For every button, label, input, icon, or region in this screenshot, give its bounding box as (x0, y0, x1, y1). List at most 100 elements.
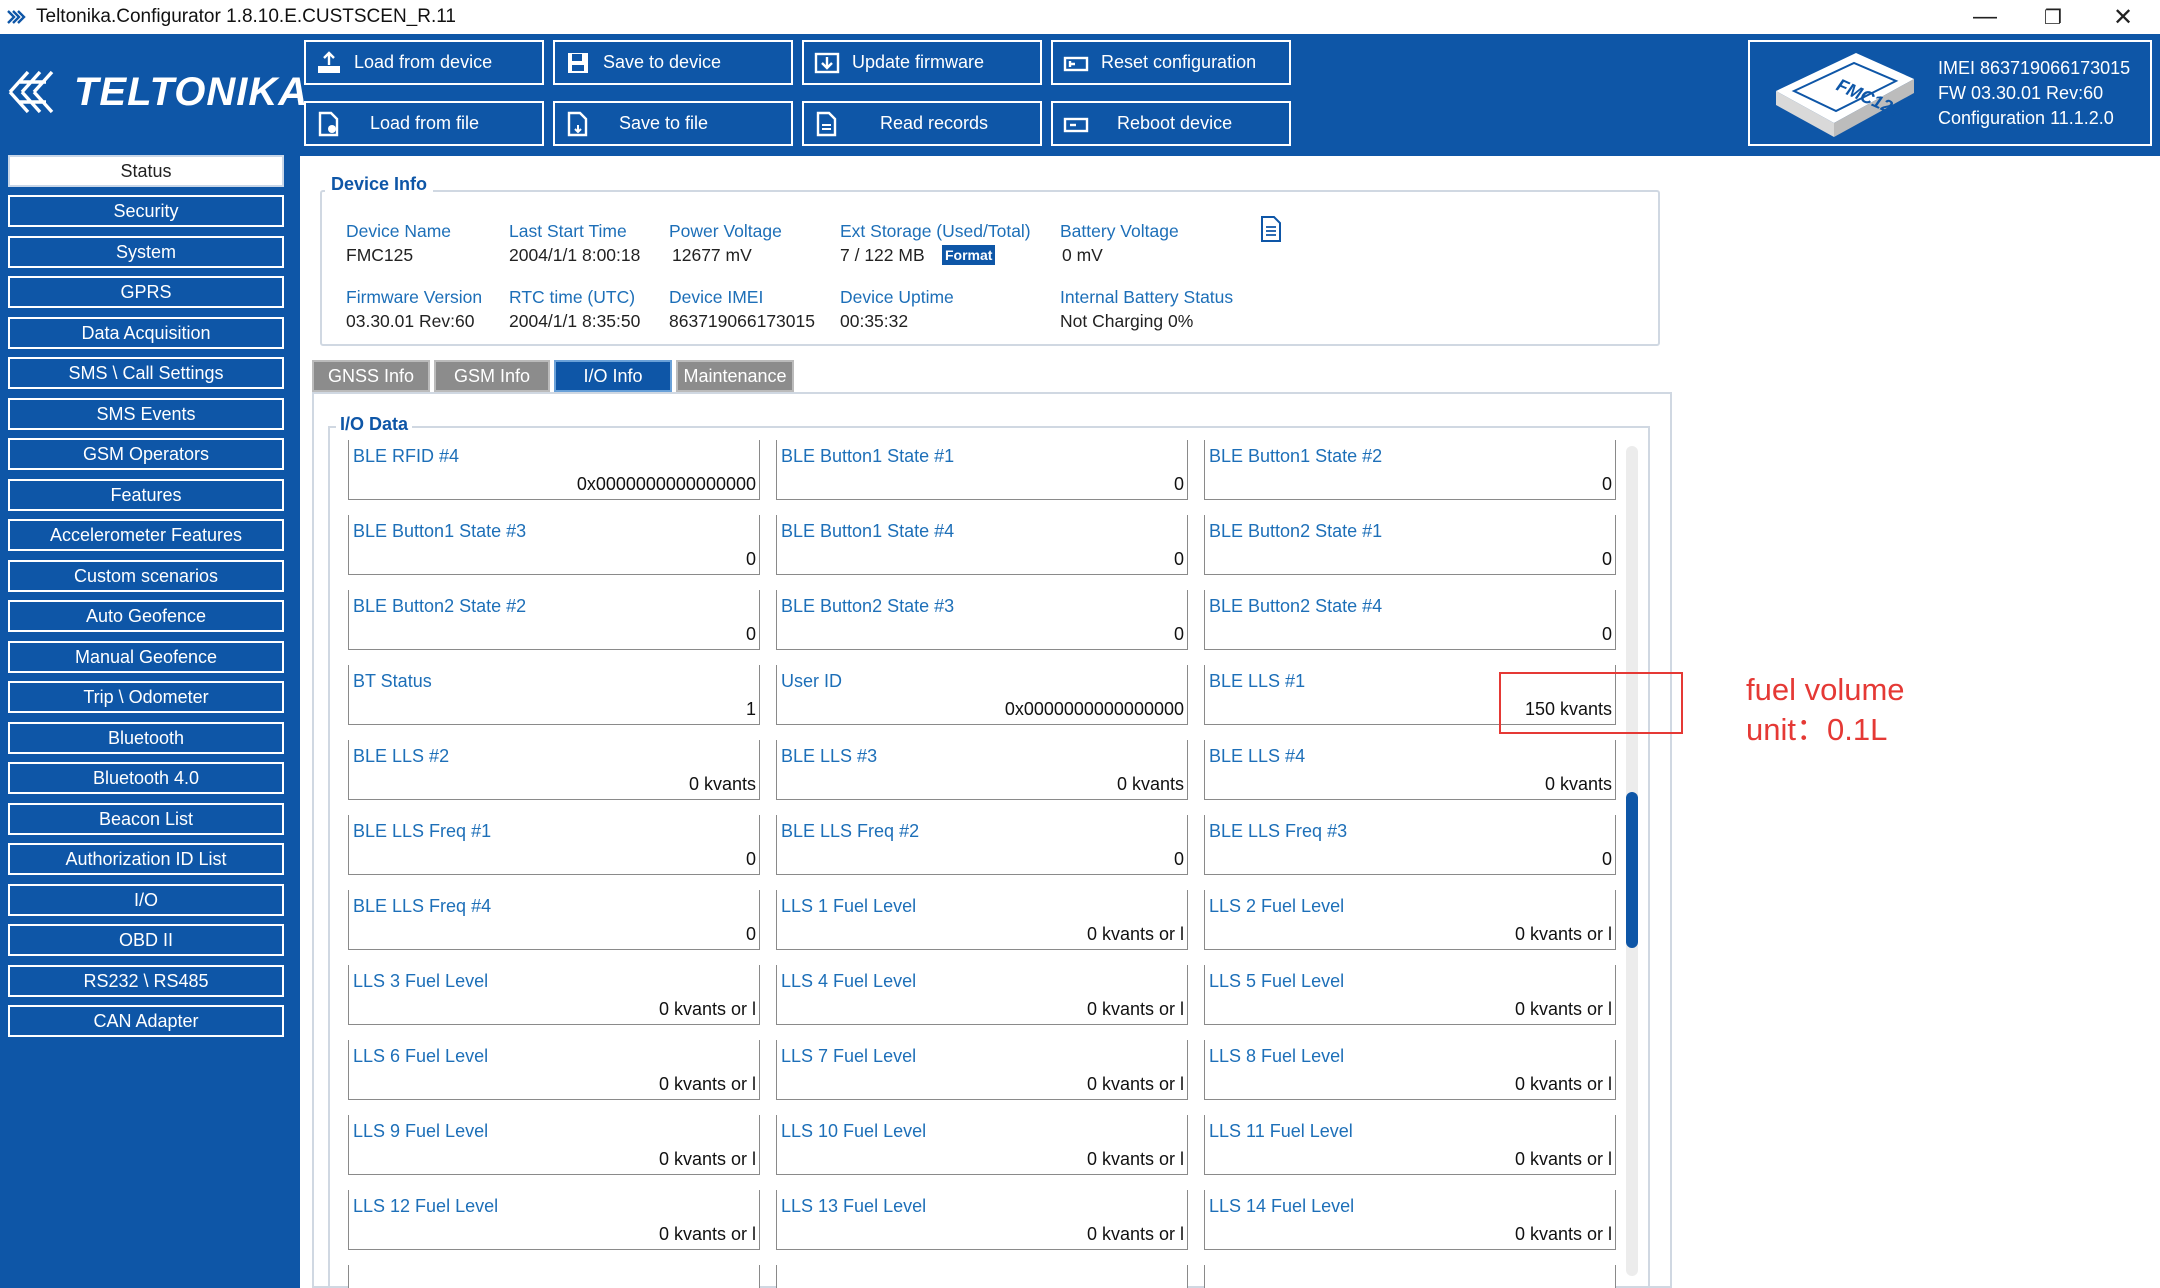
io-cell: LLS 10 Fuel Level 0 kvants or l (776, 1115, 1188, 1175)
sidebar-item-status[interactable]: Status (8, 155, 284, 187)
sidebar-item-data-acquisition[interactable]: Data Acquisition (8, 317, 284, 349)
ext-storage-label: Ext Storage (Used/Total) (840, 221, 1031, 241)
tab-gsm-info[interactable]: GSM Info (434, 360, 550, 392)
load-from-device-button[interactable]: Load from device (304, 40, 544, 85)
io-cell-name: LLS 12 Fuel Level (353, 1196, 499, 1216)
load-from-file-button[interactable]: Load from file (304, 101, 544, 146)
sidebar-item-bluetooth[interactable]: Bluetooth (8, 722, 284, 754)
tab-gnss-info[interactable]: GNSS Info (312, 360, 430, 392)
io-cell-value: 0 (1173, 549, 1184, 569)
io-cell: BLE Button1 State #3 0 (348, 515, 760, 575)
io-cell: LLS 11 Fuel Level 0 kvants or l (1204, 1115, 1616, 1175)
io-cell: LLS 7 Fuel Level 0 kvants or l (776, 1040, 1188, 1100)
power-voltage-label: Power Voltage (669, 221, 782, 241)
io-cell: LLS 9 Fuel Level 0 kvants or l (348, 1115, 760, 1175)
io-cell: LLS 13 Fuel Level 0 kvants or l (776, 1190, 1188, 1250)
window-titlebar: Teltonika.Configurator 1.8.10.E.CUSTSCEN… (0, 0, 2160, 34)
sidebar-item-beacon-list[interactable]: Beacon List (8, 803, 284, 835)
io-cell-name: BLE LLS Freq #3 (1209, 821, 1348, 841)
firmware-version-label: Firmware Version (346, 287, 483, 307)
internal-battery-label: Internal Battery Status (1060, 287, 1234, 307)
io-cell: BLE LLS Freq #3 0 (1204, 815, 1616, 875)
reboot-icon (1061, 109, 1091, 139)
io-cell-ble-lls-1: BLE LLS #1 150 kvants (1204, 665, 1616, 725)
document-icon[interactable] (1260, 216, 1282, 242)
sidebar-item-custom-scenarios[interactable]: Custom scenarios (8, 560, 284, 592)
update-firmware-button[interactable]: Update firmware (802, 40, 1042, 85)
reset-configuration-label: Reset configuration (1101, 52, 1257, 72)
sidebar-item-system[interactable]: System (8, 236, 284, 268)
io-cell-value: 0 kvants or l (1514, 924, 1612, 944)
io-cell: BLE LLS Freq #2 0 (776, 815, 1188, 875)
read-records-button[interactable]: Read records (802, 101, 1042, 146)
sidebar-item-accelerometer-features[interactable]: Accelerometer Features (8, 519, 284, 551)
sidebar-item-auto-geofence[interactable]: Auto Geofence (8, 600, 284, 632)
floppy-icon (563, 48, 593, 78)
maximize-button[interactable]: ❐ (2044, 6, 2062, 29)
ext-storage-value: 7 / 122 MB (840, 245, 925, 265)
io-cell-value: 1 (745, 699, 756, 719)
tab-io-info[interactable]: I/O Info (554, 360, 672, 392)
device-summary: FMC125 IMEI 863719066173015 FW 03.30.01 … (1748, 40, 2152, 146)
sidebar-item-sms-call-settings[interactable]: SMS \ Call Settings (8, 357, 284, 389)
io-cell-name: BLE Button2 State #1 (1209, 521, 1383, 541)
io-cell-value: 0 (745, 549, 756, 569)
load-from-file-label: Load from file (370, 113, 480, 133)
io-cell-partial (348, 1265, 760, 1288)
io-scrollbar-thumb[interactable] (1626, 792, 1638, 948)
io-cell-value: 0 kvants or l (1514, 999, 1612, 1019)
device-image: FMC125 (1776, 53, 1914, 137)
minimize-button[interactable]: — (1973, 3, 1997, 30)
sidebar-item-rs232-rs485[interactable]: RS232 \ RS485 (8, 965, 284, 997)
sidebar-item-bluetooth-4[interactable]: Bluetooth 4.0 (8, 762, 284, 794)
sidebar-item-trip-odometer[interactable]: Trip \ Odometer (8, 681, 284, 713)
sidebar-item-manual-geofence[interactable]: Manual Geofence (8, 641, 284, 673)
io-cell-name: User ID (781, 671, 843, 691)
close-button[interactable]: ✕ (2112, 3, 2134, 31)
reset-configuration-button[interactable]: Reset configuration (1051, 40, 1291, 85)
sidebar-item-io[interactable]: I/O (8, 884, 284, 916)
io-cell-value: 0 (1173, 474, 1184, 494)
io-cell-value: 0 kvants or l (1514, 1149, 1612, 1169)
sidebar-item-can-adapter[interactable]: CAN Adapter (8, 1005, 284, 1037)
io-cell: LLS 3 Fuel Level 0 kvants or l (348, 965, 760, 1025)
io-cell: LLS 4 Fuel Level 0 kvants or l (776, 965, 1188, 1025)
sidebar-item-obd-ii[interactable]: OBD II (8, 924, 284, 956)
io-cell-name: LLS 13 Fuel Level (781, 1196, 927, 1216)
save-to-file-button[interactable]: Save to file (553, 101, 793, 146)
device-configuration: Configuration 11.1.2.0 (1938, 107, 2114, 128)
format-button[interactable]: Format (942, 245, 996, 265)
firmware-download-icon (812, 48, 842, 78)
records-icon (812, 109, 842, 139)
io-cell-value: 0 (1601, 849, 1612, 869)
reset-icon (1061, 48, 1091, 78)
io-cell-value: 0 kvants or l (1086, 1149, 1184, 1169)
io-cell-name: BLE Button1 State #1 (781, 446, 955, 466)
sidebar-item-gprs[interactable]: GPRS (8, 276, 284, 308)
sidebar-item-security[interactable]: Security (8, 195, 284, 227)
io-cell-value: 0 kvants (1544, 774, 1612, 794)
io-cell-name: LLS 5 Fuel Level (1209, 971, 1345, 991)
io-cell: BLE Button2 State #2 0 (348, 590, 760, 650)
io-data-grid: BLE RFID #4 0x0000000000000000 BLE Button… (348, 440, 1618, 1288)
sidebar-item-sms-events[interactable]: SMS Events (8, 398, 284, 430)
save-to-device-button[interactable]: Save to device (553, 40, 793, 85)
io-cell-name: BLE LLS Freq #2 (781, 821, 920, 841)
io-cell-name: BLE Button1 State #2 (1209, 446, 1383, 466)
io-cell-name: LLS 11 Fuel Level (1209, 1121, 1353, 1141)
sidebar-item-gsm-operators[interactable]: GSM Operators (8, 438, 284, 470)
tab-maintenance[interactable]: Maintenance (676, 360, 794, 392)
reboot-device-button[interactable]: Reboot device (1051, 101, 1291, 146)
sidebar-item-authorization-id-list[interactable]: Authorization ID List (8, 843, 284, 875)
io-cell-name: LLS 14 Fuel Level (1209, 1196, 1355, 1216)
io-cell: BLE Button2 State #1 0 (1204, 515, 1616, 575)
io-cell: LLS 1 Fuel Level 0 kvants or l (776, 890, 1188, 950)
io-cell-partial (776, 1265, 1188, 1288)
window-title: Teltonika.Configurator 1.8.10.E.CUSTSCEN… (36, 6, 456, 27)
io-cell-name: BLE LLS #2 (353, 746, 450, 766)
io-cell: BLE RFID #4 0x0000000000000000 (348, 440, 760, 500)
io-cell-name: LLS 2 Fuel Level (1209, 896, 1345, 916)
annotation-note: fuel volume unit：0.1L (1746, 670, 1905, 750)
sidebar-item-features[interactable]: Features (8, 479, 284, 511)
